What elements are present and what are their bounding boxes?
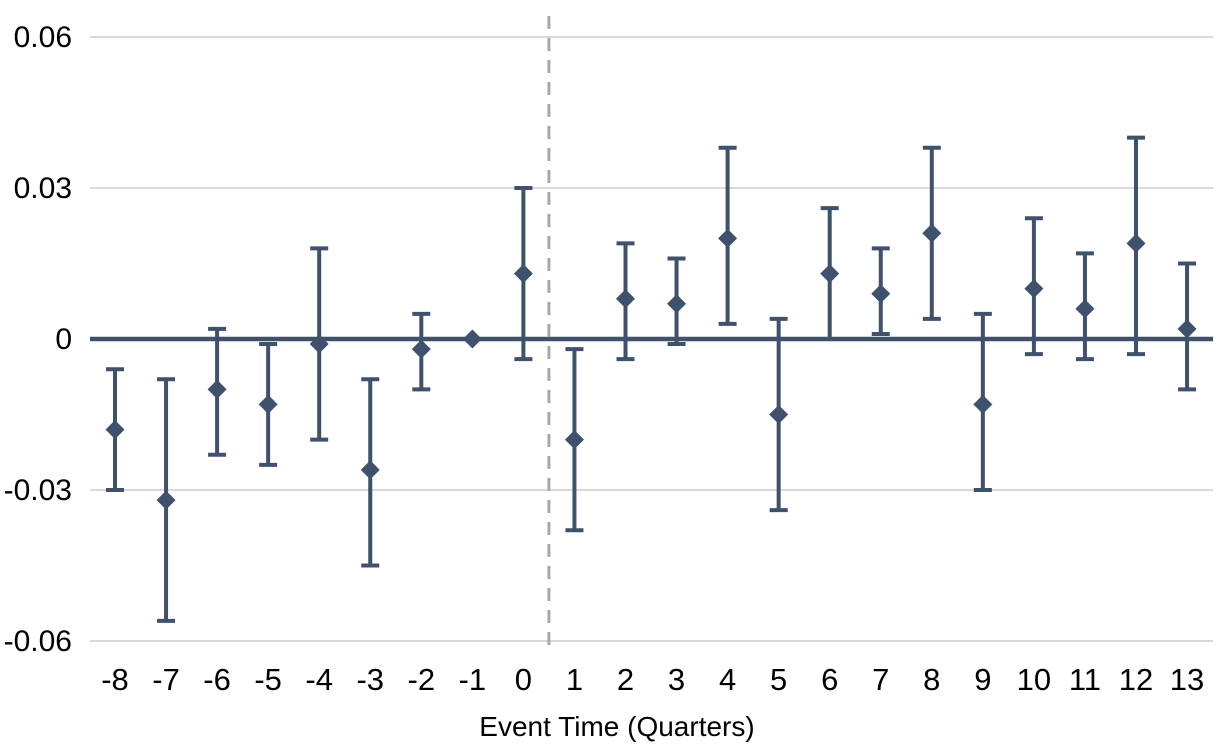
data-point-marker [973,394,993,414]
data-point-marker [1024,279,1044,299]
data-point-marker [769,405,789,424]
x-tick-label: 9 [974,662,991,697]
x-tick-label: -1 [459,662,487,697]
x-tick-label: 10 [1017,662,1051,697]
x-tick-label: 13 [1170,662,1204,697]
data-point-marker [207,379,227,399]
x-tick-label: 7 [872,662,889,697]
x-tick-label: 12 [1119,662,1153,697]
y-tick-label: -0.06 [4,625,72,658]
axis-layer: 0.060.030-0.03-0.06-8 -7 -6 -5 -4 -3 -2 -1 0 1 2 3 4… [4,16,1213,697]
data-point-marker [616,289,635,309]
data-point-marker [1177,319,1197,339]
data-point-marker [309,334,329,354]
x-tick-label: -6 [203,662,231,697]
x-axis-title: Event Time (Quarters) [479,711,754,742]
x-tick-label: 5 [770,662,787,697]
data-point-marker [105,420,125,440]
data-point-marker [513,264,533,284]
x-tick-label: 11 [1069,662,1101,697]
x-tick-label: -5 [254,662,282,697]
data-point-marker [820,264,840,284]
data-point-marker [360,460,380,480]
x-tick-label: -7 [152,662,180,697]
data-point-marker [667,294,687,314]
x-tick-label: -8 [101,662,129,697]
y-tick-label: 0 [55,323,72,356]
data-point-marker [871,284,891,304]
data-point-marker [258,394,278,414]
x-tick-label: -3 [356,662,384,697]
x-tick-label: 1 [566,662,583,697]
data-point-marker [564,430,584,450]
y-tick-label: -0.03 [4,474,72,507]
y-tick-label: 0.06 [14,21,72,54]
series-layer [105,135,1197,623]
data-point-marker [411,339,431,359]
x-tick-label: 2 [617,662,634,697]
x-tick-label: 4 [719,662,736,697]
data-point-marker [1075,299,1095,319]
data-point-marker [1126,233,1146,253]
x-tick-label: 3 [668,662,685,697]
data-point-marker [462,329,482,349]
x-tick-label: -4 [305,662,333,697]
x-tick-label: 8 [923,662,940,697]
x-tick-label: -2 [408,662,436,697]
y-tick-label: 0.03 [14,172,72,205]
data-point-marker [718,228,738,248]
data-point-marker [922,223,942,243]
x-tick-label: 0 [515,662,532,697]
x-tick-label: 6 [821,662,838,697]
data-point-marker [156,490,176,510]
